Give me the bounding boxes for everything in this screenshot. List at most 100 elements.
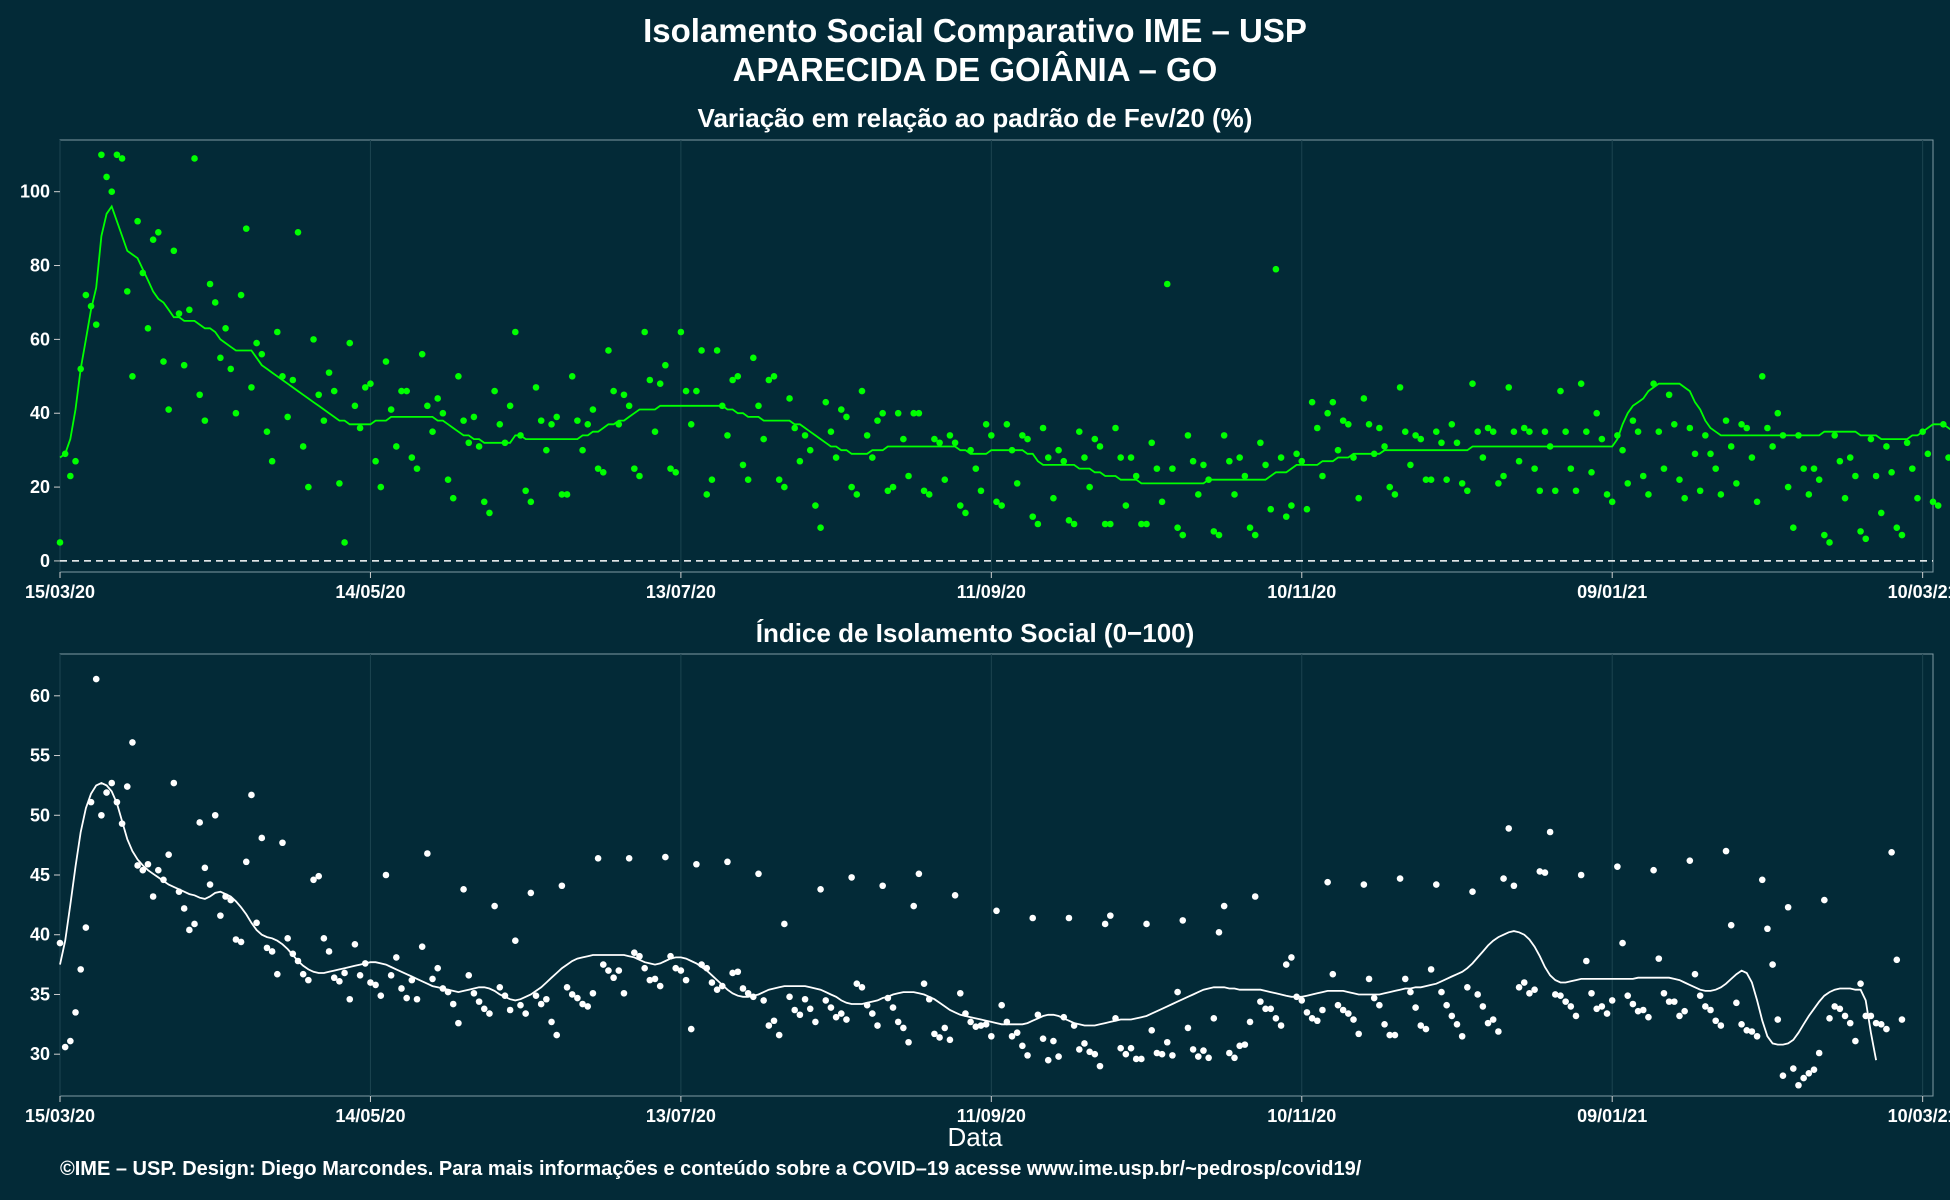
data-point bbox=[993, 907, 1000, 915]
data-point bbox=[1044, 454, 1052, 461]
data-point bbox=[687, 421, 695, 428]
data-point bbox=[682, 976, 690, 984]
data-point bbox=[527, 498, 535, 506]
data-point bbox=[1810, 1066, 1818, 1074]
data-point bbox=[470, 413, 478, 421]
data-point bbox=[284, 413, 291, 421]
data-point bbox=[1163, 280, 1171, 288]
data-point bbox=[900, 435, 907, 443]
data-point bbox=[1407, 988, 1414, 996]
data-point bbox=[1598, 435, 1606, 443]
data-point bbox=[1464, 983, 1471, 991]
data-point bbox=[217, 354, 224, 362]
data-point bbox=[1464, 487, 1471, 495]
data-point bbox=[817, 886, 824, 893]
data-point bbox=[408, 976, 416, 984]
data-point bbox=[217, 912, 224, 919]
y-tick-label: 40 bbox=[30, 925, 50, 945]
data-point bbox=[1138, 1055, 1145, 1063]
data-point bbox=[455, 1019, 462, 1027]
data-point bbox=[1251, 531, 1259, 539]
data-point bbox=[760, 435, 767, 443]
data-point bbox=[480, 498, 488, 506]
data-point bbox=[1743, 424, 1751, 432]
data-point bbox=[305, 483, 312, 491]
data-point bbox=[1614, 863, 1621, 870]
data-point bbox=[1355, 1030, 1362, 1038]
data-point bbox=[1443, 1001, 1450, 1009]
data-point bbox=[1779, 1072, 1787, 1079]
data-point bbox=[1557, 387, 1564, 395]
data-point bbox=[972, 1023, 980, 1031]
data-point bbox=[289, 376, 297, 384]
data-point bbox=[191, 920, 198, 928]
data-point bbox=[429, 428, 436, 435]
data-point bbox=[631, 949, 638, 956]
data-point bbox=[1500, 875, 1507, 882]
data-point bbox=[744, 989, 752, 997]
data-point bbox=[1081, 1040, 1088, 1047]
data-point bbox=[1086, 483, 1093, 491]
data-point bbox=[393, 954, 400, 961]
figure-title: Isolamento Social Comparativo IME – USP bbox=[643, 12, 1307, 49]
data-point bbox=[263, 428, 271, 435]
data-point bbox=[1764, 424, 1771, 432]
data-point bbox=[1158, 498, 1166, 506]
data-point bbox=[1427, 966, 1435, 973]
data-point bbox=[915, 409, 923, 417]
data-point bbox=[356, 424, 364, 432]
data-point bbox=[832, 454, 840, 461]
data-point bbox=[330, 387, 338, 395]
data-point bbox=[1588, 469, 1595, 476]
data-point bbox=[1562, 998, 1569, 1005]
data-point bbox=[1417, 1022, 1425, 1029]
data-point bbox=[796, 1011, 804, 1019]
data-point bbox=[956, 502, 964, 509]
data-point bbox=[693, 387, 700, 395]
data-point bbox=[755, 870, 762, 878]
data-point bbox=[812, 502, 819, 509]
data-point bbox=[1334, 1001, 1342, 1009]
data-point bbox=[543, 995, 550, 1003]
data-point bbox=[1370, 994, 1378, 1002]
data-point bbox=[920, 980, 928, 988]
data-point bbox=[1438, 439, 1445, 447]
data-point bbox=[806, 446, 814, 454]
data-point bbox=[1852, 472, 1859, 480]
data-point bbox=[1531, 465, 1538, 472]
data-point bbox=[211, 299, 219, 306]
data-point bbox=[1381, 443, 1388, 450]
data-point bbox=[108, 188, 116, 195]
data-point bbox=[118, 155, 126, 162]
data-point bbox=[889, 1004, 897, 1011]
data-point bbox=[434, 395, 442, 402]
data-point bbox=[1577, 871, 1585, 879]
x-tick-label: 10/03/21 bbox=[1888, 582, 1950, 602]
data-point bbox=[863, 432, 871, 439]
data-point bbox=[537, 1000, 545, 1008]
data-point bbox=[977, 487, 985, 495]
data-point bbox=[1386, 483, 1394, 491]
data-point bbox=[1313, 1017, 1321, 1025]
data-point bbox=[962, 509, 969, 517]
data-point bbox=[1148, 1026, 1156, 1034]
data-point bbox=[687, 1025, 695, 1033]
data-point bbox=[1200, 1047, 1207, 1054]
data-point bbox=[475, 998, 483, 1005]
data-point bbox=[1510, 428, 1518, 435]
data-point bbox=[1319, 1006, 1326, 1014]
data-point bbox=[1898, 1016, 1906, 1023]
data-point bbox=[1319, 472, 1326, 480]
data-point bbox=[403, 387, 410, 395]
x-tick-label: 10/11/20 bbox=[1267, 1106, 1336, 1126]
data-point bbox=[1127, 454, 1135, 461]
data-point bbox=[310, 336, 317, 343]
data-point bbox=[1790, 1065, 1797, 1072]
data-point bbox=[1495, 480, 1502, 487]
data-point bbox=[1650, 866, 1657, 874]
data-point bbox=[1546, 828, 1554, 836]
data-point bbox=[1438, 988, 1445, 996]
data-point bbox=[827, 428, 835, 435]
data-point bbox=[1515, 457, 1523, 465]
data-point bbox=[941, 1024, 949, 1032]
